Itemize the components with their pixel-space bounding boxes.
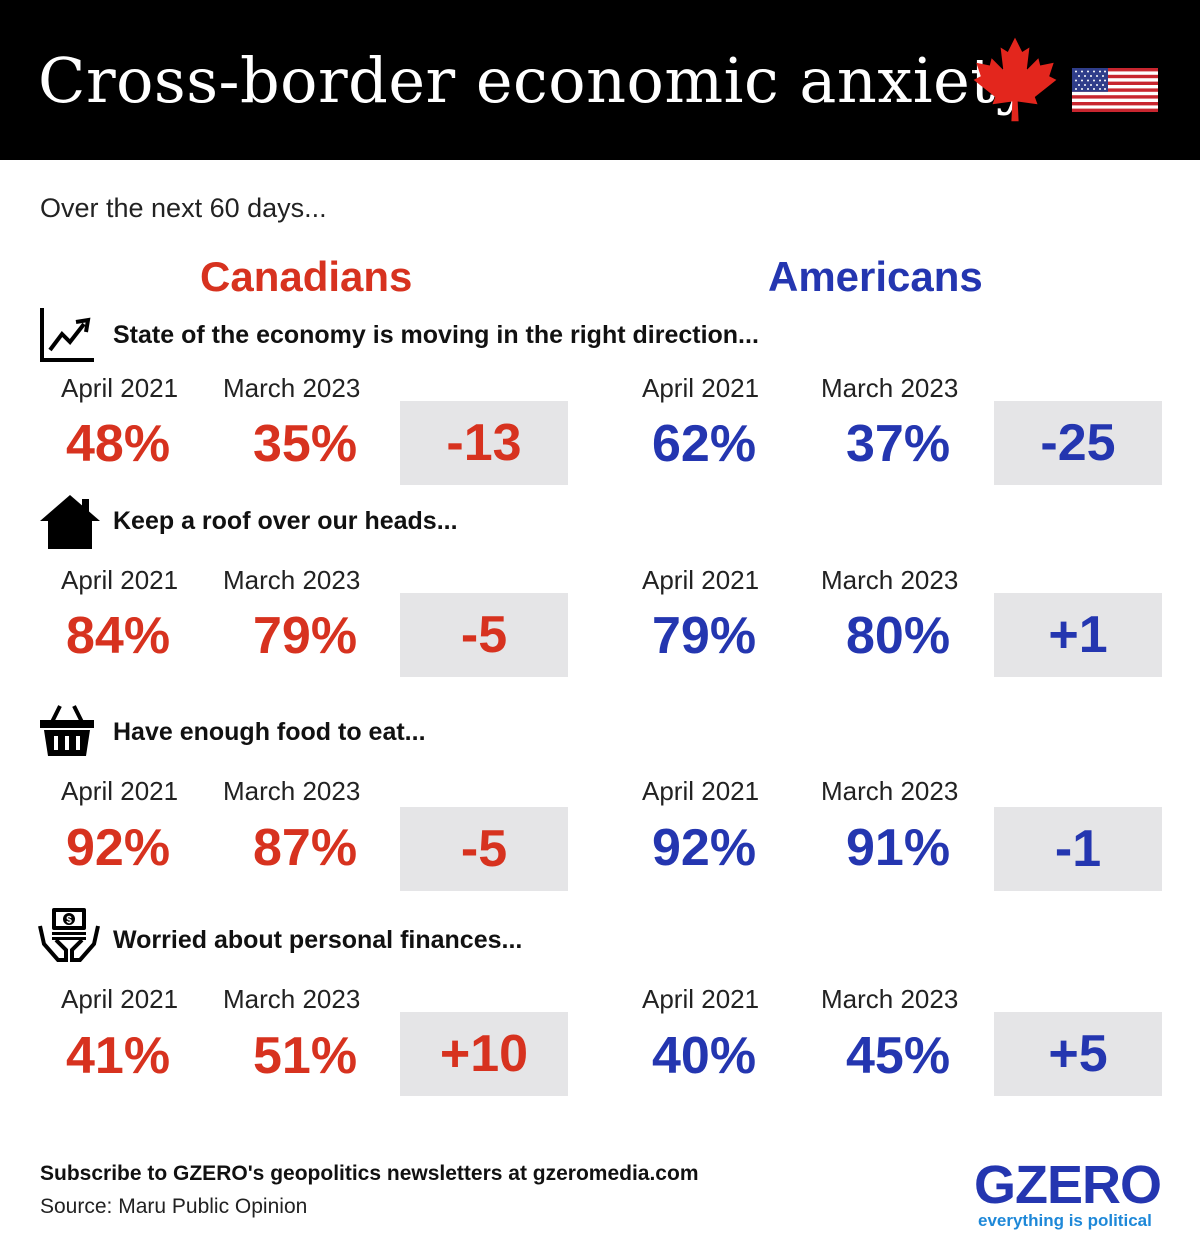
line-chart-icon — [40, 308, 94, 362]
logo-tagline: everything is political — [978, 1211, 1152, 1230]
canada-change-box: -5 — [400, 807, 568, 891]
column-header-april-2021: April 2021 — [61, 776, 179, 806]
section-label: Keep a roof over our heads... — [113, 507, 458, 535]
gzero-logo: GZERO — [974, 1155, 1162, 1215]
subtitle: Over the next 60 days... — [40, 193, 327, 223]
column-header-march-2023: March 2023 — [821, 373, 959, 403]
house-icon — [40, 495, 100, 549]
canada-change-box: -5 — [400, 593, 568, 677]
usa-march-2023-value: 80% — [846, 607, 951, 665]
column-header-march-2023: March 2023 — [223, 984, 361, 1014]
column-header-march-2023: March 2023 — [821, 776, 959, 806]
canada-april-2021-value: 41% — [66, 1027, 171, 1085]
column-header-march-2023: March 2023 — [223, 776, 361, 806]
section-label: Worried about personal finances... — [113, 926, 523, 954]
header-banner: Cross-border economic anxiety — [0, 0, 1200, 160]
canada-april-2021-value: 92% — [66, 819, 171, 877]
usa-april-2021-value: 92% — [652, 819, 757, 877]
canada-march-2023-value: 87% — [253, 819, 358, 877]
canada-march-2023-value: 51% — [253, 1027, 358, 1085]
canada-april-2021-value: 84% — [66, 607, 171, 665]
svg-text:$: $ — [66, 915, 72, 926]
column-header-march-2023: March 2023 — [821, 984, 959, 1014]
usa-april-2021-value: 79% — [652, 607, 757, 665]
section-label: Have enough food to eat... — [113, 718, 426, 746]
usa-change-box: -1 — [994, 807, 1162, 891]
usa-april-2021-value: 62% — [652, 415, 757, 473]
section-label: State of the economy is moving in the ri… — [113, 321, 759, 349]
usa-april-2021-value: 40% — [652, 1027, 757, 1085]
usa-march-2023-value: 37% — [846, 415, 951, 473]
canada-march-2023-value: 35% — [253, 415, 358, 473]
column-header-april-2021: April 2021 — [642, 373, 760, 403]
canada-change-box: +10 — [400, 1012, 568, 1096]
source-text: Source: Maru Public Opinion — [40, 1195, 308, 1218]
basket-icon — [40, 705, 94, 756]
subscribe-text: Subscribe to GZERO's geopolitics newslet… — [40, 1162, 699, 1185]
canadians-heading: Canadians — [200, 253, 413, 300]
page-title: Cross-border economic anxiety — [38, 44, 1032, 117]
money-hands-icon: $ — [38, 908, 100, 962]
canada-change-box: -13 — [400, 401, 568, 485]
column-header-march-2023: March 2023 — [821, 565, 959, 595]
column-header-april-2021: April 2021 — [642, 565, 760, 595]
canada-april-2021-value: 48% — [66, 415, 171, 473]
usa-change-box: +5 — [994, 1012, 1162, 1096]
usa-march-2023-value: 91% — [846, 819, 951, 877]
column-header-march-2023: March 2023 — [223, 565, 361, 595]
usa-change-box: -25 — [994, 401, 1162, 485]
usa-march-2023-value: 45% — [846, 1027, 951, 1085]
column-header-april-2021: April 2021 — [61, 373, 179, 403]
usa-change-box: +1 — [994, 593, 1162, 677]
column-header-march-2023: March 2023 — [223, 373, 361, 403]
maple-leaf-icon — [973, 37, 1057, 122]
americans-heading: Americans — [768, 253, 983, 300]
us-flag-icon — [1072, 68, 1158, 112]
column-header-april-2021: April 2021 — [642, 776, 760, 806]
canada-march-2023-value: 79% — [253, 607, 358, 665]
column-header-april-2021: April 2021 — [61, 984, 179, 1014]
column-header-april-2021: April 2021 — [642, 984, 760, 1014]
column-header-april-2021: April 2021 — [61, 565, 179, 595]
